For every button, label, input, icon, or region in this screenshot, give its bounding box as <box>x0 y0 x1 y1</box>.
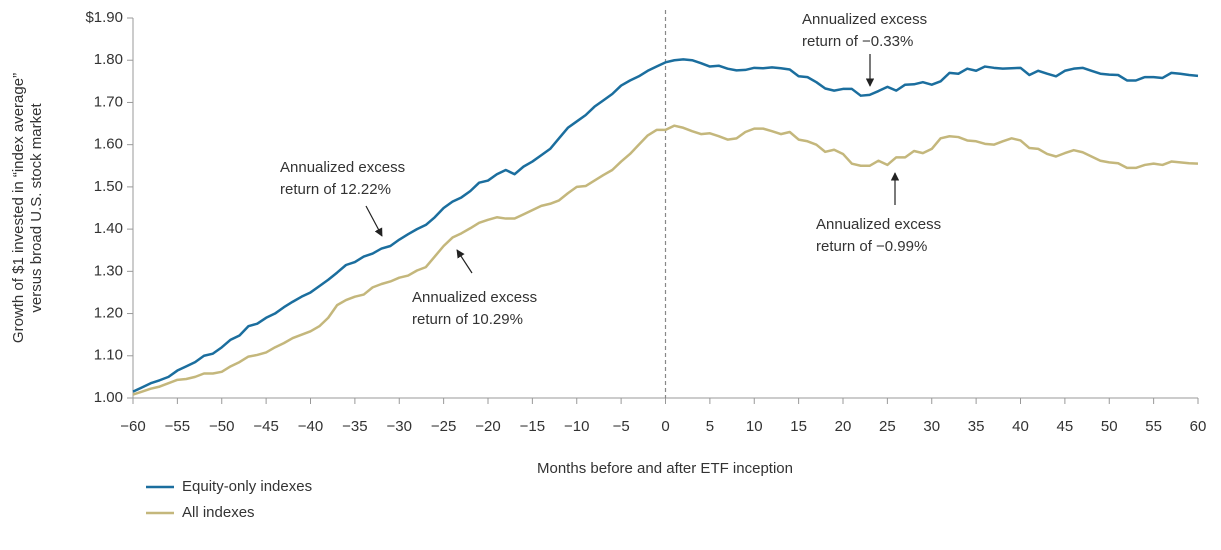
annotation: return of −0.99% <box>816 238 927 255</box>
x-tick-label: −45 <box>253 418 278 435</box>
x-tick-label: −55 <box>165 418 190 435</box>
annotation: return of 12.22% <box>280 181 391 198</box>
x-tick-label: 45 <box>1057 418 1074 435</box>
annotation: return of −0.33% <box>802 33 913 50</box>
x-tick-label: −5 <box>613 418 630 435</box>
x-tick-label: 60 <box>1190 418 1207 435</box>
y-axis-label-line: Growth of $1 invested in “index average” <box>10 73 27 343</box>
legend-label: All indexes <box>182 504 255 521</box>
x-tick-label: 0 <box>661 418 669 435</box>
series-line <box>132 124 1199 396</box>
y-tick-label: 1.00 <box>94 389 123 406</box>
annotation: return of 10.29% <box>412 311 523 328</box>
x-axis-label: Months before and after ETF inception <box>537 460 793 477</box>
y-tick-label: 1.70 <box>94 93 123 110</box>
x-tick-label: −15 <box>520 418 545 435</box>
x-tick-label: 55 <box>1145 418 1162 435</box>
legend-label: Equity-only indexes <box>182 478 312 495</box>
x-tick-label: 10 <box>746 418 763 435</box>
x-tick-label: −40 <box>298 418 323 435</box>
y-tick-label: 1.50 <box>94 178 123 195</box>
x-tick-label: −30 <box>387 418 412 435</box>
x-tick-label: −35 <box>342 418 367 435</box>
y-tick-label: $1.90 <box>85 9 123 26</box>
annotation: Annualized excess <box>280 159 405 176</box>
x-tick-label: 30 <box>923 418 940 435</box>
x-tick-label: 15 <box>790 418 807 435</box>
series-line <box>132 58 1199 393</box>
y-tick-label: 1.20 <box>94 305 123 322</box>
x-tick-label: −50 <box>209 418 234 435</box>
y-tick-label: 1.40 <box>94 220 123 237</box>
x-tick-label: 25 <box>879 418 896 435</box>
x-tick-label: 50 <box>1101 418 1118 435</box>
annotation: Annualized excess <box>412 289 537 306</box>
x-tick-label: 40 <box>1012 418 1029 435</box>
x-tick-label: −25 <box>431 418 456 435</box>
x-tick-label: −20 <box>475 418 500 435</box>
x-tick-label: 5 <box>706 418 714 435</box>
x-tick-label: 35 <box>968 418 985 435</box>
y-axis-label-line: versus broad U.S. stock market <box>28 103 45 313</box>
annotation: Annualized excess <box>816 216 941 233</box>
y-tick-label: 1.30 <box>94 262 123 279</box>
annotation-arrow <box>365 205 383 237</box>
x-tick-label: −60 <box>120 418 145 435</box>
annotation-arrow <box>456 249 473 274</box>
y-tick-label: 1.80 <box>94 51 123 68</box>
x-tick-label: 20 <box>835 418 852 435</box>
annotation: Annualized excess <box>802 11 927 28</box>
y-tick-label: 1.60 <box>94 136 123 153</box>
y-tick-label: 1.10 <box>94 347 123 364</box>
y-axis-label: Growth of $1 invested in “index average”… <box>10 73 45 343</box>
x-tick-label: −10 <box>564 418 589 435</box>
